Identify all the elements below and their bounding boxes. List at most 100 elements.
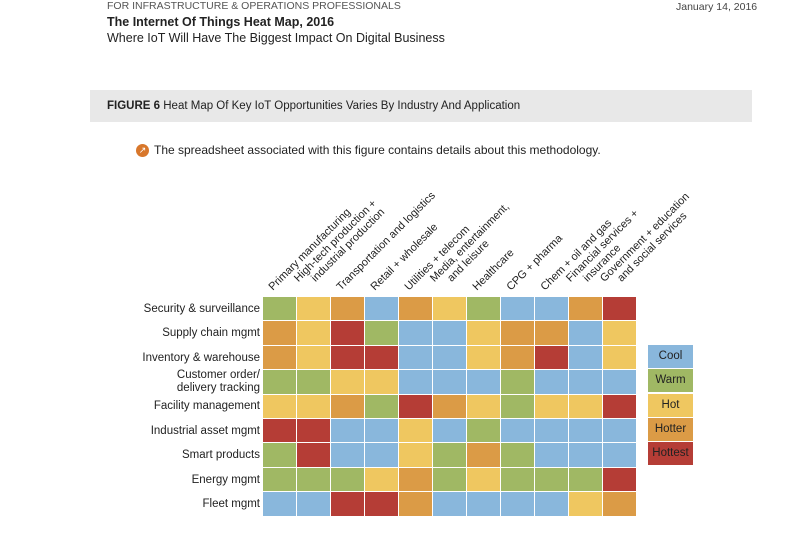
- heatmap-cell: [297, 345, 330, 370]
- heatmap-cell: [501, 467, 534, 492]
- heatmap-cell: [569, 394, 602, 418]
- heatmap-cell: [535, 370, 568, 394]
- heatmap-cell: [399, 370, 432, 394]
- heatmap-cell: [603, 345, 636, 370]
- heatmap-cell: [467, 492, 500, 516]
- heatmap-cell: [331, 467, 364, 492]
- heatmap-cell: [467, 443, 500, 467]
- heatmap-cell: [365, 492, 398, 516]
- heatmap-cell: [331, 297, 364, 321]
- heatmap-cell: [467, 297, 500, 321]
- heatmap-cell: [263, 297, 296, 321]
- heatmap-cell: [467, 321, 500, 345]
- heatmap-cell: [263, 443, 296, 467]
- row-label: Energy mgmt: [191, 473, 260, 486]
- heatmap-cell: [399, 419, 432, 443]
- heatmap-cell: [365, 321, 398, 345]
- heatmap-cell: [603, 370, 636, 394]
- heatmap-cell: [331, 370, 364, 394]
- row-label: Fleet mgmt: [202, 497, 260, 510]
- heatmap-cell: [603, 321, 636, 345]
- legend-hot: Hot: [648, 393, 693, 417]
- heatmap-cell: [331, 492, 364, 516]
- heatmap-cell: [501, 394, 534, 418]
- report-subtitle: Where IoT Will Have The Biggest Impact O…: [107, 31, 445, 45]
- heatmap-cell: [297, 467, 330, 492]
- heatmap-cell: [399, 321, 432, 345]
- legend-hotter: Hotter: [648, 417, 693, 441]
- heatmap-cell: [297, 419, 330, 443]
- heatmap-cell: [603, 443, 636, 467]
- heatmap-cell: [569, 419, 602, 443]
- heatmap-cell: [297, 443, 330, 467]
- legend-warm: Warm: [648, 369, 693, 393]
- row-label: Industrial asset mgmt: [150, 424, 260, 437]
- heatmap-cell: [365, 443, 398, 467]
- heatmap-cell: [399, 443, 432, 467]
- figure-number: FIGURE 6: [107, 100, 161, 112]
- heatmap-cell: [603, 467, 636, 492]
- heatmap-cell: [433, 297, 466, 321]
- heatmap-cell: [433, 345, 466, 370]
- heatmap-cell: [535, 419, 568, 443]
- figure-bar: [90, 90, 752, 122]
- heatmap-cell: [501, 321, 534, 345]
- heatmap-cell: [535, 394, 568, 418]
- heatmap-cell: [467, 467, 500, 492]
- heatmap-cell: [297, 321, 330, 345]
- heatmap-cell: [467, 370, 500, 394]
- heatmap-cell: [297, 297, 330, 321]
- heatmap-cell: [501, 297, 534, 321]
- heatmap-cell: [297, 492, 330, 516]
- heatmap-cell: [603, 419, 636, 443]
- heatmap-cell: [433, 492, 466, 516]
- note-text: The spreadsheet associated with this fig…: [154, 143, 601, 157]
- legend-cool: Cool: [648, 345, 693, 368]
- heatmap-cell: [365, 419, 398, 443]
- row-label: Security & surveillance: [143, 302, 260, 315]
- heatmap-cell: [433, 321, 466, 345]
- legend-hottest: Hottest: [648, 442, 693, 466]
- heatmap-cell: [569, 492, 602, 516]
- heatmap-cell: [365, 467, 398, 492]
- heatmap-cell: [263, 419, 296, 443]
- heatmap-cell: [433, 394, 466, 418]
- methodology-note: ↗ The spreadsheet associated with this fi…: [136, 143, 601, 157]
- heatmap-cell: [535, 467, 568, 492]
- heatmap-cell: [603, 492, 636, 516]
- heatmap-cell: [365, 394, 398, 418]
- spreadsheet-icon[interactable]: ↗: [136, 143, 149, 157]
- heatmap-cell: [399, 345, 432, 370]
- row-label: Supply chain mgmt: [162, 327, 260, 340]
- heatmap-cell: [399, 394, 432, 418]
- heatmap-cell: [569, 345, 602, 370]
- heatmap-cell: [331, 443, 364, 467]
- figure-title: Heat Map Of Key IoT Opportunities Varies…: [163, 100, 521, 112]
- heatmap-cell: [433, 467, 466, 492]
- row-label: Customer order/ delivery tracking: [176, 369, 260, 395]
- heatmap-cell: [569, 443, 602, 467]
- heatmap-cell: [569, 467, 602, 492]
- heatmap-cell: [433, 443, 466, 467]
- heatmap-cell: [603, 297, 636, 321]
- heatmap-cell: [569, 370, 602, 394]
- heatmap-cell: [467, 394, 500, 418]
- heatmap-cell: [331, 394, 364, 418]
- heatmap-cell: [365, 345, 398, 370]
- heatmap-cell: [501, 492, 534, 516]
- heatmap-cell: [603, 394, 636, 418]
- heatmap-cell: [263, 370, 296, 394]
- row-label: Inventory & warehouse: [142, 351, 260, 364]
- row-label: Facility management: [153, 400, 260, 413]
- heatmap-cell: [501, 370, 534, 394]
- heatmap-cell: [399, 467, 432, 492]
- heatmap-cell: [399, 492, 432, 516]
- heatmap-cell: [331, 321, 364, 345]
- report-kicker: FOR INFRASTRUCTURE & OPERATIONS PROFESSI…: [107, 0, 401, 12]
- heatmap-cell: [501, 419, 534, 443]
- heatmap-cell: [331, 345, 364, 370]
- heatmap-cell: [297, 394, 330, 418]
- heatmap-cell: [331, 419, 364, 443]
- heatmap-cell: [569, 297, 602, 321]
- heatmap-cell: [365, 297, 398, 321]
